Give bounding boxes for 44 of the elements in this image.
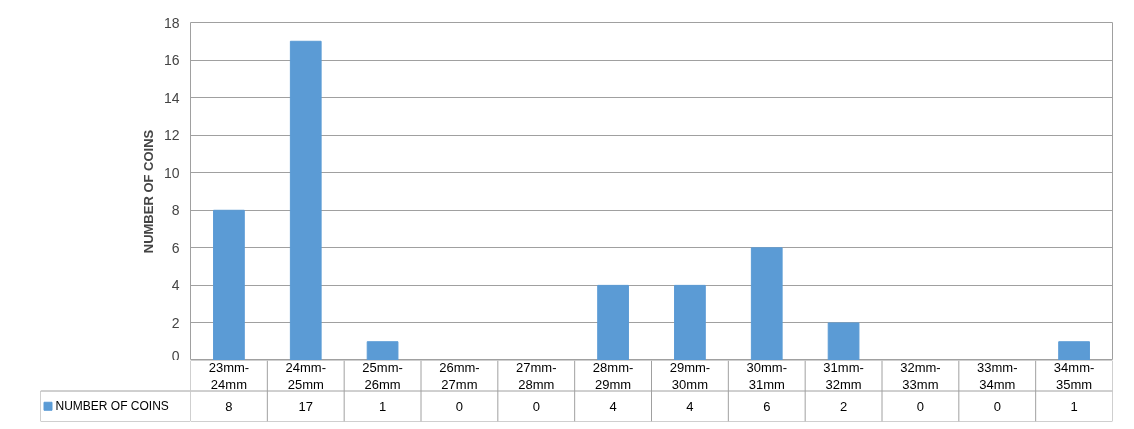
data-label: 1 [378,398,387,414]
data-label: 6 [763,398,771,414]
bar [597,284,629,360]
bar [1058,341,1090,360]
x-tick-label: 31mm-32mm [823,360,864,392]
y-tick-label: 14 [163,89,180,106]
y-axis-title: NUMBER OF COINS [140,129,156,254]
x-tick-label: 28mm-29mm [592,360,634,392]
data-label: 8 [225,398,233,414]
y-tick-label: 16 [163,52,180,69]
bar [750,247,783,360]
data-label: 1 [1070,398,1078,414]
x-tick-label: 34mm-35mm [1053,360,1095,392]
y-tick-label: 6 [171,239,180,256]
data-label: 0 [993,398,1001,414]
bar [366,341,399,360]
bar [674,284,706,360]
y-tick-label: 12 [163,127,180,144]
x-tick-label: 25mm-26mm [362,360,403,392]
x-tick-label: 32mm-33mm [900,360,941,392]
data-label: 4 [686,398,694,414]
data-label: 4 [609,398,617,414]
y-tick-label: 8 [171,202,180,219]
bar [827,322,860,360]
y-tick-label: 2 [171,314,180,331]
x-tick-label: 23mm-24mm [208,360,250,392]
data-label: 2 [839,398,848,414]
x-tick-label: 33mm-34mm [977,360,1018,392]
data-label: 0 [455,398,464,414]
x-tick-label: 29mm-30mm [669,360,711,392]
legend-label: NUMBER OF COINS [55,399,169,414]
x-tick-label: 26mm-27mm [439,360,480,392]
y-tick-label: 4 [171,277,180,294]
y-tick-label: 10 [163,164,180,181]
bar [213,209,245,360]
y-tick-label: 0 [171,347,180,364]
bar [289,40,322,360]
data-label: 17 [298,398,313,414]
y-tick-label: 18 [163,14,180,31]
x-tick-label: 27mm-28mm [516,360,557,392]
data-label: 0 [532,398,540,414]
x-tick-label: 30mm-31mm [746,360,787,392]
x-tick-label: 24mm-25mm [285,360,326,392]
data-label: 0 [916,398,925,414]
